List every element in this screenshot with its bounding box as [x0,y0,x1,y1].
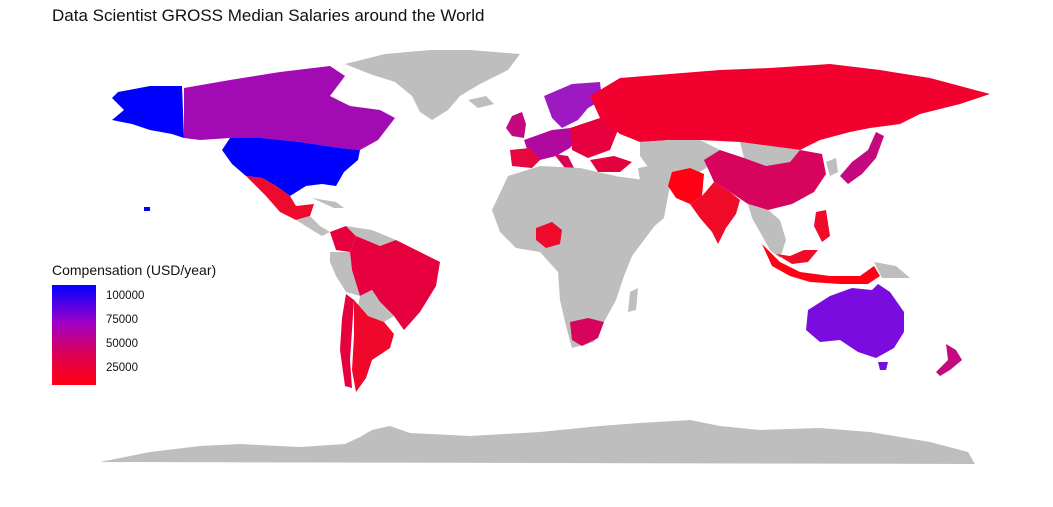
region-malaysia [776,250,818,264]
region-russia [590,64,990,150]
legend-tick-mark [96,345,102,346]
region-caribbean [312,198,344,208]
region-colombia [330,226,356,252]
legend-tick-mark [96,369,102,370]
region-south-africa [570,318,604,346]
region-ecuador-peru [330,252,360,296]
region-australia [806,284,904,358]
region-southeast-asia [748,204,786,258]
region-aleutians [144,207,150,211]
region-usa [222,138,360,196]
legend-tick-mark [96,297,102,298]
map-title: Data Scientist GROSS Median Salaries aro… [52,6,485,25]
region-central-america [296,216,330,236]
region-west-europe [524,128,578,160]
region-venezuela-guianas [346,226,396,246]
region-antarctica [100,420,975,464]
region-iran [638,164,672,196]
region-bolivia-paraguay [358,290,394,322]
legend-colorbar [52,285,96,385]
region-indonesia [762,244,880,284]
region-africa [492,166,656,348]
region-tasmania [878,362,888,370]
region-japan [840,132,884,184]
region-chile [340,294,354,388]
region-pakistan [668,168,704,204]
region-nigeria [536,222,562,248]
legend-tick-label: 75000 [106,314,138,326]
region-iceland [468,96,494,108]
region-philippines [814,210,830,242]
region-mongolia [740,142,800,166]
region-new-guinea [874,262,910,278]
region-scandinavia [544,82,602,128]
region-new-zealand [936,344,962,376]
legend-tick-label: 50000 [106,338,138,350]
region-greenland [345,50,520,120]
region-alaska [112,86,184,138]
region-iberia [510,148,540,168]
region-canada [184,66,395,150]
legend-tick-label: 100000 [106,290,145,302]
region-turkey [590,156,632,172]
region-madagascar [628,288,638,312]
region-uk-ireland [506,112,526,138]
region-argentina [352,300,394,392]
region-korea [826,158,838,176]
region-brazil [350,236,440,330]
legend-tick-label: 25000 [106,362,138,374]
legend-title: Compensation (USD/year) [52,262,217,278]
legend-tick-mark [96,321,102,322]
region-italy [554,154,576,172]
region-east-europe [570,118,618,158]
region-india [690,182,740,244]
region-china [704,150,826,210]
region-mexico [246,176,314,220]
